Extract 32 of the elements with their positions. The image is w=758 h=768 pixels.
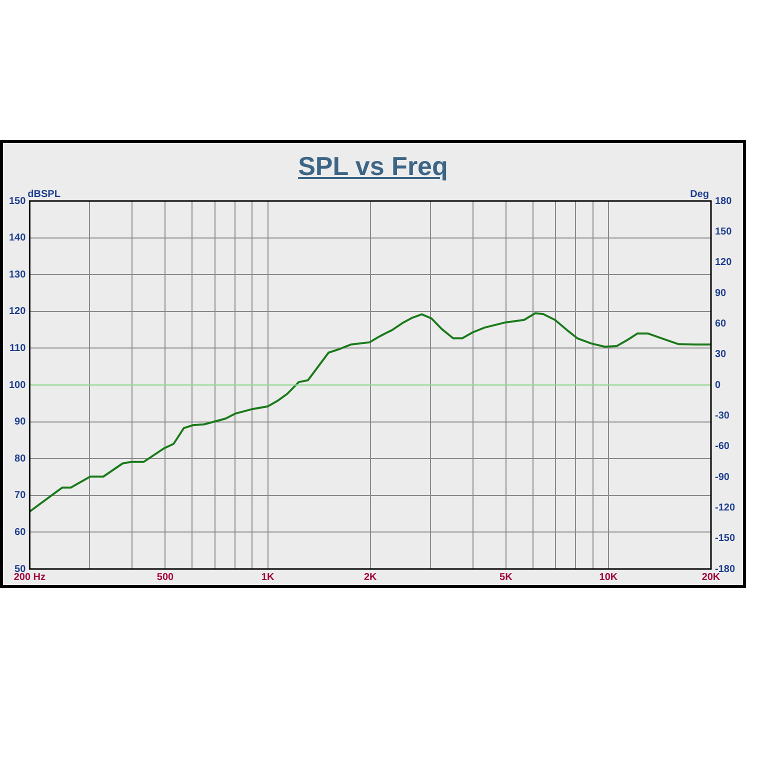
y2-tick-label: 90 bbox=[714, 288, 727, 299]
x-tick-label: 10K bbox=[599, 572, 618, 583]
y2-tick-label: -30 bbox=[714, 410, 730, 422]
chart-title: SPL vs Freq bbox=[297, 150, 449, 183]
x-tick-label: 500 bbox=[156, 572, 174, 583]
y-tick-label: 70 bbox=[14, 490, 26, 502]
y-tick-label: 60 bbox=[14, 526, 26, 538]
y2-tick-label: 120 bbox=[714, 257, 732, 268]
y-tick-label: 100 bbox=[8, 380, 26, 391]
y-tick-label: 120 bbox=[8, 306, 26, 318]
y-tick-label: 140 bbox=[8, 232, 26, 244]
y2-tick-label: -60 bbox=[714, 441, 730, 452]
y-tick-label: 90 bbox=[14, 416, 26, 428]
y-axis-title: dBSPL bbox=[28, 188, 60, 200]
x-tick-label: 20K bbox=[702, 572, 721, 583]
y2-tick-label: 30 bbox=[714, 349, 727, 360]
y-tick-label: 80 bbox=[14, 453, 26, 464]
y-tick-label: 110 bbox=[10, 342, 26, 354]
x-tick-label: 2K bbox=[364, 572, 378, 583]
y2-tick-label: 0 bbox=[714, 380, 721, 391]
y2-tick-label: 180 bbox=[714, 196, 732, 207]
y2-tick-label: -150 bbox=[714, 533, 736, 544]
y-tick-label: 150 bbox=[8, 196, 26, 207]
x-tick-label: 5K bbox=[499, 572, 514, 583]
y2-tick-label: -120 bbox=[714, 502, 736, 514]
y2-tick-label: 60 bbox=[714, 318, 727, 330]
x-tick-label: 1K bbox=[261, 572, 275, 583]
y2-tick-label: 150 bbox=[714, 226, 732, 238]
y-tick-label: 130 bbox=[8, 269, 26, 280]
y2-tick-label: -90 bbox=[714, 472, 730, 483]
y2-axis-title: Deg bbox=[690, 188, 709, 200]
x-tick-label: 200 Hz bbox=[14, 572, 46, 583]
